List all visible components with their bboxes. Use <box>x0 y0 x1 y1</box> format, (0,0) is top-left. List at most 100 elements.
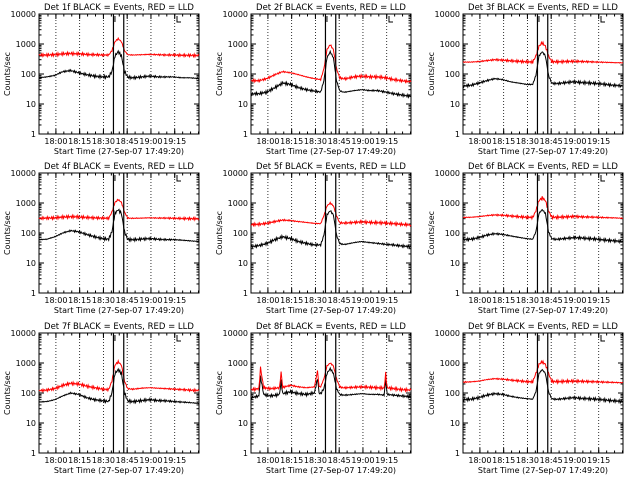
chart-panel-5: Det 5f BLACK = Events, RED = LLD 1 10 100 10… <box>215 162 412 315</box>
y-tick-label: 1 <box>455 289 460 298</box>
x-tick-label: 18:15 <box>280 456 303 465</box>
x-axis-label: Start Time (27-Sep-07 17:49:20) <box>266 147 396 156</box>
x-tick-label: 18:15 <box>68 296 91 305</box>
y-tick-label: 1000 <box>228 359 248 368</box>
events-series-line <box>462 208 624 245</box>
x-tick-label: 19:00 <box>563 296 586 305</box>
y-tick-label: 10000 <box>223 10 248 19</box>
x-tick-label: 19:15 <box>587 456 610 465</box>
x-tick-label: 18:30 <box>516 296 539 305</box>
y-tick-label: 1 <box>455 130 460 139</box>
y-tick-label: 10000 <box>11 169 36 178</box>
chart-panel-8: Det 8f BLACK = Events, RED = LLD 1 10 100 10… <box>215 322 412 475</box>
x-tick-label: 18:15 <box>68 137 91 146</box>
events-series-line <box>38 367 200 405</box>
y-tick-label: 10000 <box>11 329 36 338</box>
y-tick-label: 10 <box>26 419 36 428</box>
x-tick-label: 18:00 <box>44 137 67 146</box>
x-tick-label: 18:45 <box>116 137 139 146</box>
y-tick-label: 10000 <box>223 169 248 178</box>
x-tick-label: 18:30 <box>516 137 539 146</box>
chart-title: Det 2f BLACK = Events, RED = LLD <box>256 3 406 13</box>
corner-marker <box>388 16 393 23</box>
x-axis-label: Start Time (27-Sep-07 17:49:20) <box>478 147 608 156</box>
y-tick-label: 1 <box>243 289 248 298</box>
y-tick-label: 100 <box>21 229 36 238</box>
x-tick-label: 18:15 <box>492 296 515 305</box>
y-tick-label: 1 <box>31 130 36 139</box>
x-tick-label: 19:00 <box>351 137 374 146</box>
y-axis-label: Counts/sec <box>215 371 224 415</box>
corner-marker <box>176 335 181 342</box>
x-tick-label: 18:45 <box>540 296 563 305</box>
corner-marker <box>176 16 181 23</box>
y-tick-label: 100 <box>233 389 248 398</box>
chart-title: Det 7f BLACK = Events, RED = LLD <box>44 322 194 332</box>
events-series-line <box>462 368 624 405</box>
corner-marker <box>600 16 605 23</box>
lld-series-line <box>462 40 624 66</box>
x-tick-label: 18:30 <box>304 137 327 146</box>
x-tick-label: 19:00 <box>351 456 374 465</box>
x-tick-label: 19:15 <box>375 456 398 465</box>
x-tick-label: 18:45 <box>328 296 351 305</box>
x-tick-label: 18:45 <box>540 137 563 146</box>
y-tick-label: 100 <box>233 229 248 238</box>
chart-title: Det 8f BLACK = Events, RED = LLD <box>256 322 406 332</box>
x-axis-label: Start Time (27-Sep-07 17:49:20) <box>54 306 184 315</box>
corner-marker <box>600 175 605 182</box>
y-tick-label: 1000 <box>440 199 460 208</box>
x-tick-label: 18:00 <box>256 456 279 465</box>
x-tick-label: 18:30 <box>304 296 327 305</box>
y-tick-label: 10 <box>450 100 460 109</box>
x-tick-label: 19:00 <box>139 456 162 465</box>
y-tick-label: 10 <box>450 259 460 268</box>
x-tick-label: 18:45 <box>328 456 351 465</box>
events-series-line <box>38 208 200 243</box>
y-axis-label: Counts/sec <box>427 52 436 96</box>
y-tick-label: 10 <box>450 419 460 428</box>
chart-title: Det 6f BLACK = Events, RED = LLD <box>468 162 618 172</box>
x-tick-label: 19:15 <box>163 137 186 146</box>
x-tick-label: 18:00 <box>468 296 491 305</box>
y-tick-label: 10 <box>238 100 248 109</box>
x-tick-label: 18:00 <box>256 137 279 146</box>
chart-title: Det 4f BLACK = Events, RED = LLD <box>44 162 194 172</box>
y-tick-label: 100 <box>233 70 248 79</box>
x-axis-label: Start Time (27-Sep-07 17:49:20) <box>478 306 608 315</box>
y-axis-label: Counts/sec <box>3 371 12 415</box>
events-series-line <box>250 49 412 99</box>
y-tick-label: 10 <box>26 100 36 109</box>
x-tick-label: 19:00 <box>563 456 586 465</box>
lld-series-line <box>462 196 624 221</box>
x-axis-label: Start Time (27-Sep-07 17:49:20) <box>266 306 396 315</box>
chart-panel-2: Det 2f BLACK = Events, RED = LLD 1 10 100 10… <box>215 3 412 156</box>
x-tick-label: 18:45 <box>540 456 563 465</box>
y-tick-label: 1000 <box>440 359 460 368</box>
y-axis-label: Counts/sec <box>3 211 12 255</box>
y-tick-label: 10000 <box>435 329 460 338</box>
y-axis-label: Counts/sec <box>215 211 224 255</box>
x-axis-label: Start Time (27-Sep-07 17:49:20) <box>54 466 184 475</box>
x-tick-label: 18:30 <box>92 456 115 465</box>
chart-panel-4: Det 4f BLACK = Events, RED = LLD 1 10 100 10… <box>3 162 200 315</box>
x-tick-label: 19:15 <box>587 137 610 146</box>
chart-panel-6: Det 6f BLACK = Events, RED = LLD 1 10 100 10… <box>427 162 624 315</box>
x-tick-label: 19:15 <box>163 456 186 465</box>
x-tick-label: 18:45 <box>328 137 351 146</box>
y-tick-label: 10000 <box>435 10 460 19</box>
chart-panel-3: Det 3f BLACK = Events, RED = LLD 1 10 100 10… <box>427 3 624 156</box>
x-tick-label: 18:30 <box>92 137 115 146</box>
events-series-line <box>250 210 412 250</box>
x-tick-label: 18:45 <box>116 456 139 465</box>
chart-title: Det 5f BLACK = Events, RED = LLD <box>256 162 406 172</box>
y-tick-label: 10000 <box>223 329 248 338</box>
x-tick-label: 19:00 <box>139 137 162 146</box>
events-series-line <box>38 49 200 81</box>
lld-series-line <box>462 359 624 386</box>
y-axis-label: Counts/sec <box>427 371 436 415</box>
x-tick-label: 19:15 <box>163 296 186 305</box>
x-tick-label: 18:00 <box>44 456 67 465</box>
lld-series-line <box>38 359 200 393</box>
x-tick-label: 18:15 <box>492 456 515 465</box>
